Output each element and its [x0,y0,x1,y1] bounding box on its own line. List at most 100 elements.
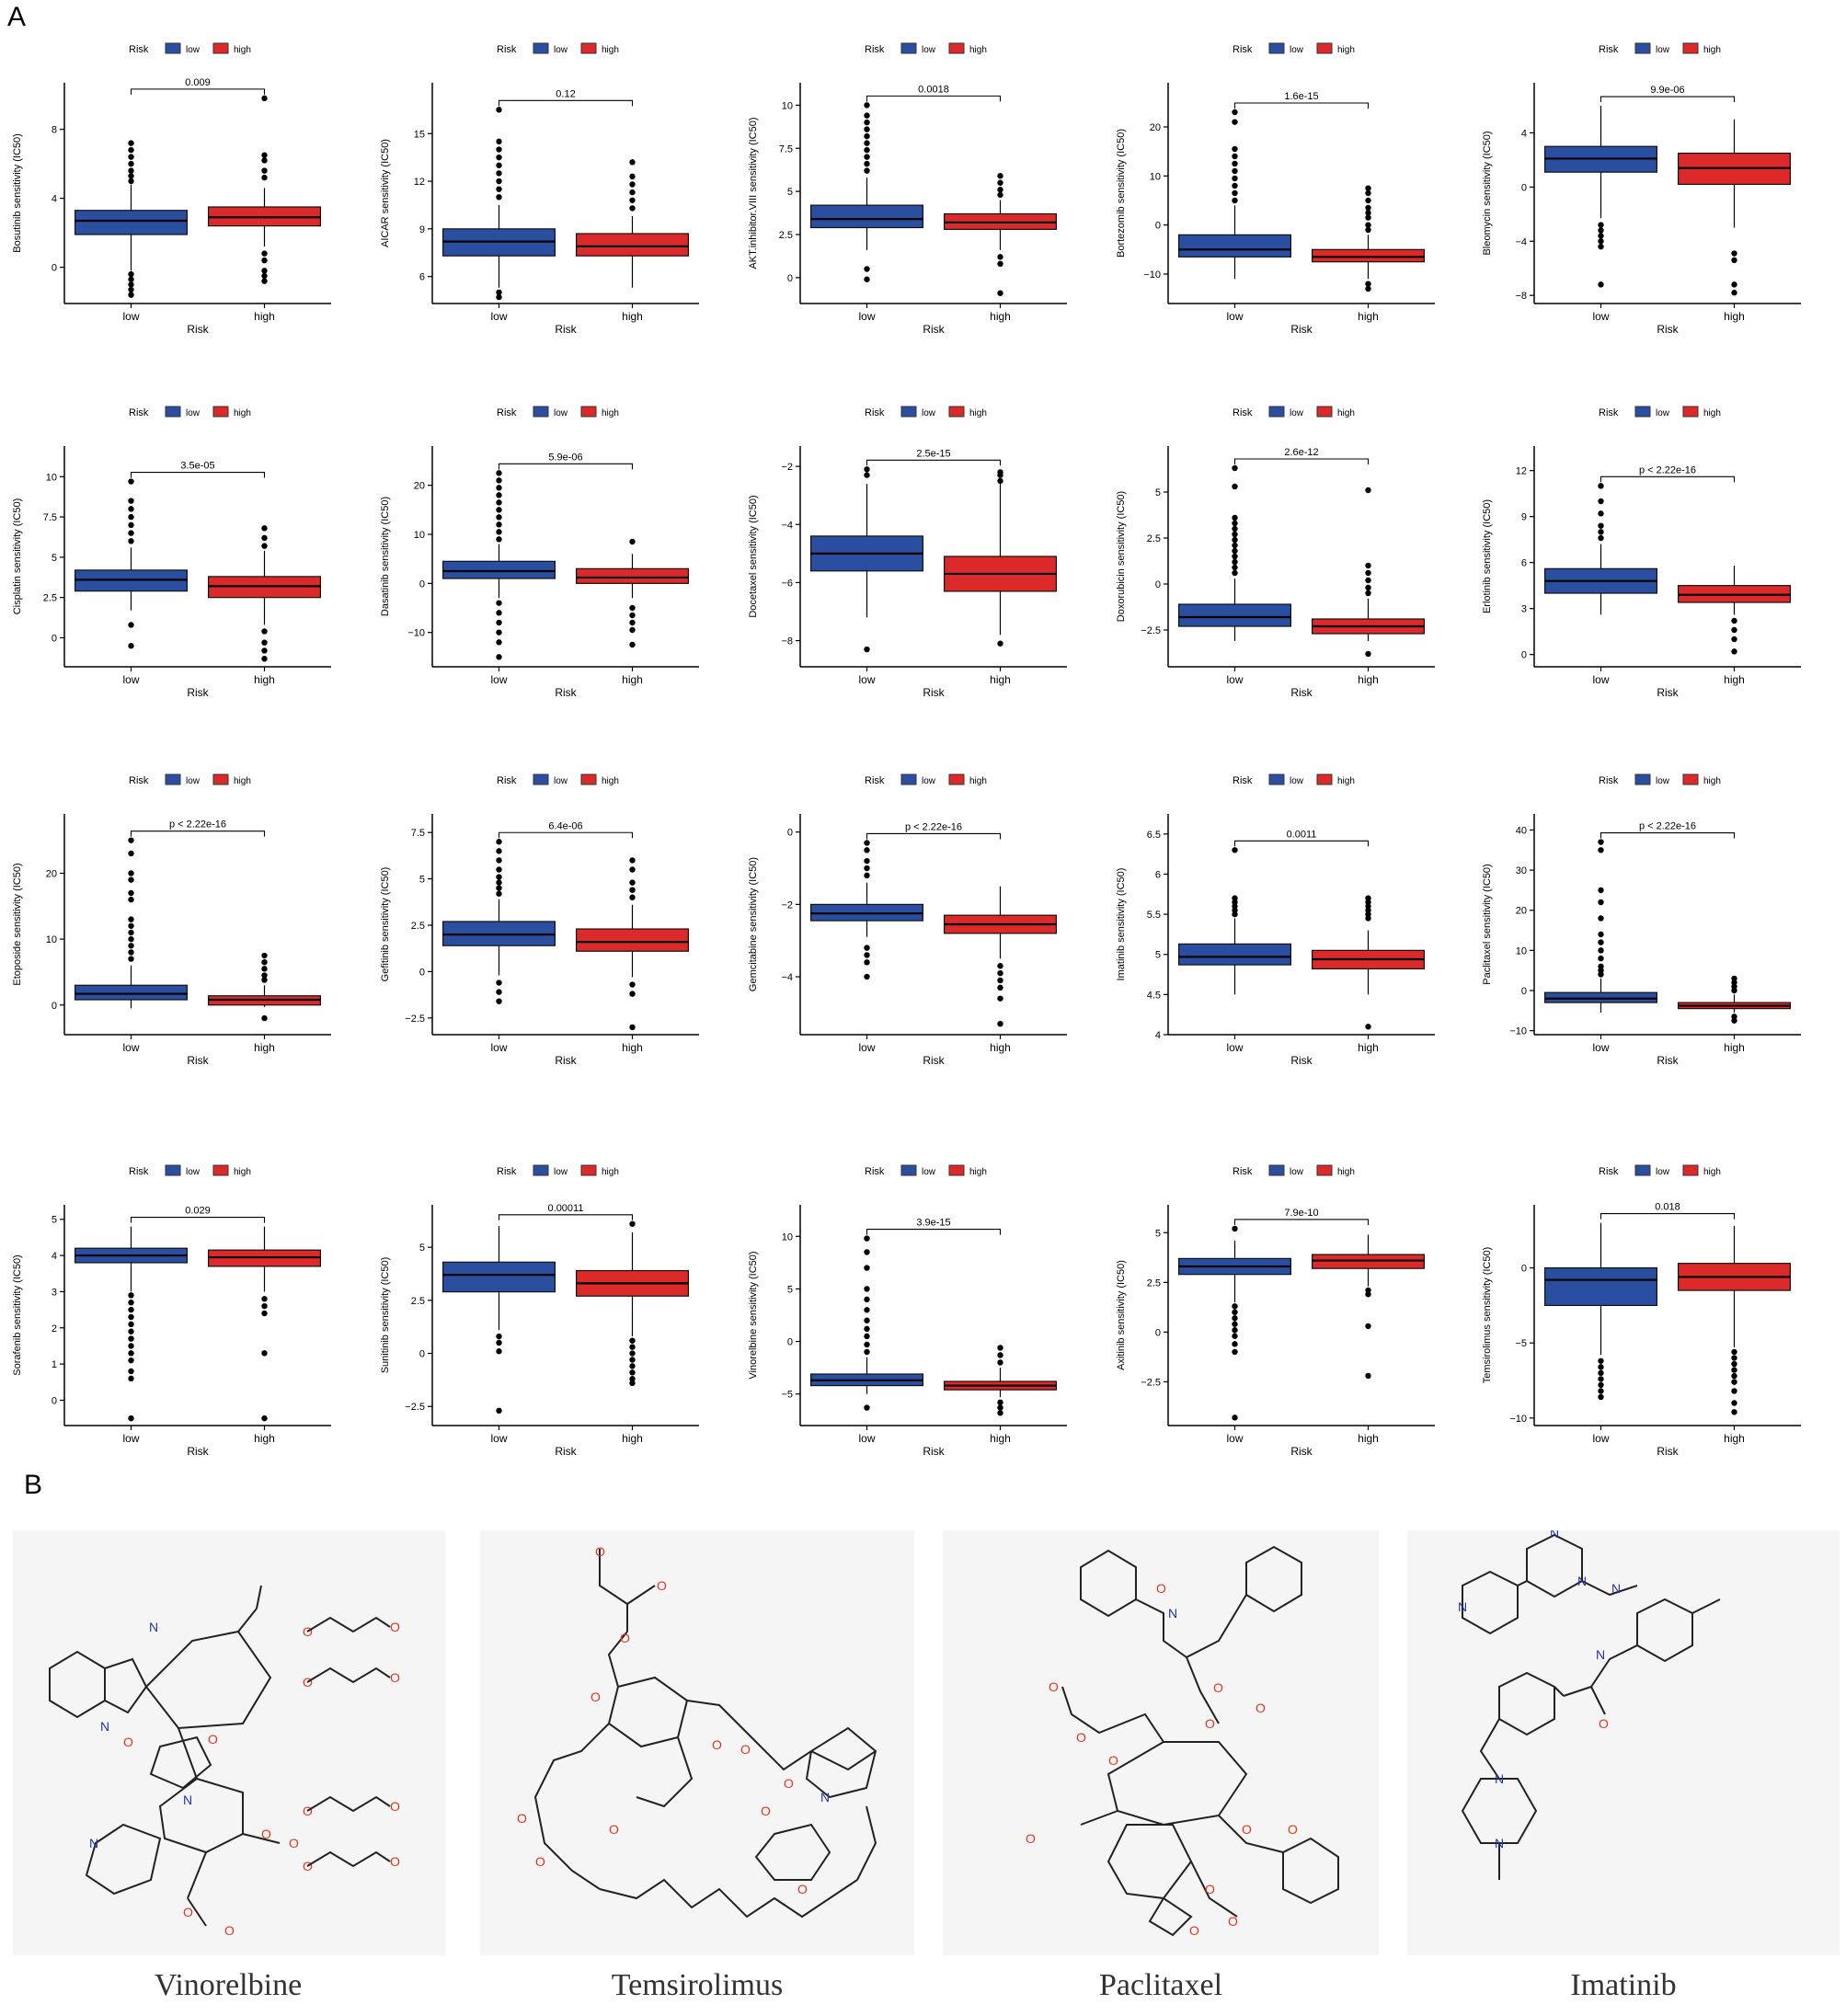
chart-16-high-outlier-0 [261,1296,268,1302]
chart-15-low-outlier-3 [1598,955,1604,962]
svg-text:O: O [595,1544,605,1559]
chart-4-high-outlier-3 [1365,210,1371,216]
chart-3-x-tick-label-low: low [858,310,875,323]
chart-13-high-outlier-0 [997,963,1003,969]
chart-9-legend-title: Risk [1233,407,1253,418]
chart-18-y-tick-label-3: 10 [782,1231,793,1243]
chart-9-high-outlier-2 [1365,577,1371,584]
chart-20-high-outlier-4 [1731,1372,1737,1380]
chart-6-y-tick-label-3: 7.5 [43,512,57,523]
chart-1-high-outlier-0 [261,174,268,181]
chart-20-high-outlier-1 [1731,1355,1737,1361]
chart-7-x-tick-label-high: high [622,673,643,686]
chart-3-legend-label-high: high [969,45,987,55]
chart-11-low-outlier-12 [128,837,134,843]
chart-13-low-outlier-7 [864,959,870,966]
chart-17-y-tick-label-1: 0 [419,1349,425,1360]
chart-3-high-outlier-2 [997,179,1003,186]
chart-15-low-outlier-9 [1598,887,1604,894]
chart-6-low-outlier-6 [128,478,134,485]
chart-16-low-outlier-3 [128,1313,134,1321]
chart-19-low-outlier-2 [1232,1309,1238,1315]
chart-6-x-tick-label-low: low [122,673,139,686]
chart-12-high-outlier-5 [629,981,636,988]
chart-3-legend-title: Risk [865,44,885,55]
chart-5-high-outlier-3 [1731,290,1737,296]
svg-text:O: O [1599,1716,1609,1731]
chart-1-high-outlier-4 [261,95,268,102]
chart-15-y-tick-label-5: 40 [1516,825,1527,836]
chart-15-y-axis-label: Paclitaxel sensitivity (IC50) [1482,864,1493,984]
svg-text:O: O [1242,1822,1252,1837]
chart-6-high-outlier-3 [261,628,268,635]
chart-17-p-value: 0.00011 [548,1203,584,1214]
chart-9-y-tick-label-0: −2.5 [1141,625,1161,636]
chart-16-legend-swatch-high [212,1164,229,1176]
chart-17-y-tick-label-3: 5 [419,1243,425,1254]
chart-18-low-outlier-7 [864,1286,870,1292]
chart-10-x-tick-label-low: low [1592,673,1609,686]
chart-6-low-outlier-7 [128,622,134,628]
chart-4-high-outlier-5 [1365,197,1371,204]
paclitaxel-structure-icon: O O O O O O O O O O O O O N [1026,1545,1339,1938]
chart-10-low-outlier-0 [1598,534,1604,542]
chart-9-high-outlier-6 [1365,650,1371,658]
chart-16-y-tick-label-0: 0 [52,1395,57,1406]
chart-2-low-outlier-5 [496,154,502,161]
chart-12-low-outlier-9 [496,989,502,995]
chart-4-legend-label-high: high [1337,45,1355,55]
chart-20-high-outlier-7 [1731,1400,1737,1406]
molecule-name-imatinib: Imatinib [1570,1968,1677,2002]
chart-5-legend-swatch-low [1634,42,1651,54]
svg-text:O: O [390,1620,400,1634]
chart-20-legend-title: Risk [1599,1166,1619,1177]
chart-8-y-tick-label-2: −4 [781,520,793,531]
chart-11-p-value: p < 2.22e-16 [169,819,226,830]
chart-2-high-outlier-5 [629,159,636,166]
chart-12-low-outlier-7 [496,839,502,845]
chart-13-x-tick-label-low: low [858,1041,875,1054]
chart-2-low-outlier-10 [496,289,502,296]
chart-10-high-outlier-3 [1731,648,1737,655]
chart-12-legend-label-high: high [602,776,619,786]
chart-1-high-outlier-3 [261,152,268,158]
svg-text:O: O [1213,1680,1223,1695]
chart-7-p-bracket [498,463,634,470]
chart-1-low-outlier-6 [128,140,134,146]
chart-2-high-outlier-0 [629,205,636,212]
chart-20-legend-label-low: low [1656,1167,1670,1177]
chart-14-x-tick-label-low: low [1226,1041,1243,1054]
chart-3-low-outlier-2 [864,154,870,160]
chart-15-y-tick-label-3: 20 [1516,906,1527,917]
chart-17-low-outlier-2 [496,1348,502,1355]
svg-text:O: O [1156,1581,1166,1596]
chart-4-high-outlier-4 [1365,204,1371,212]
chart-5-y-tick-label-3: 4 [1521,128,1527,139]
chart-16-y-tick-label-2: 2 [52,1323,57,1334]
chart-1-low-outlier-10 [128,286,134,293]
chart-18-low-outlier-5 [864,1307,870,1313]
chart-3-low-outlier-5 [864,132,870,140]
chart-3-y-tick-label-2: 5 [787,187,793,198]
chart-18-legend-label-high: high [969,1167,987,1177]
chart-9-low-outlier-4 [1232,547,1238,555]
chart-3-high-outlier-0 [997,191,1003,199]
chart-19-low-outlier-6 [1232,1333,1238,1339]
chart-5-low-outlier-1 [1598,227,1604,234]
chart-16-legend-swatch-low [165,1164,181,1176]
chart-5-low-outlier-3 [1598,238,1604,245]
chart-7-y-tick-label-0: −10 [407,628,425,639]
chart-10-high-outlier-0 [1731,617,1737,624]
chart-16-high-outlier-4 [261,1415,268,1422]
chart-16-high-outlier-3 [261,1350,268,1357]
svg-text:N: N [1495,1836,1504,1850]
chart-5-p-value: 9.9e-06 [1650,85,1684,96]
chart-12-high-outlier-1 [629,887,636,893]
chart-3-high-outlier-5 [997,260,1003,268]
chart-7-low-outlier-6 [496,492,502,498]
chart-4-legend-title: Risk [1233,44,1253,55]
svg-text:O: O [1026,1831,1036,1846]
chart-14-high-outlier-5 [1365,895,1371,901]
chart-19-high-outlier-3 [1365,1372,1371,1380]
